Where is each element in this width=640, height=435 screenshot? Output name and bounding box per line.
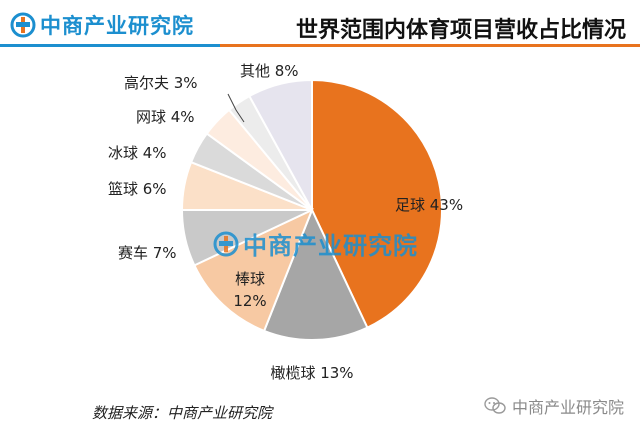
header-divider-blue xyxy=(0,44,220,47)
wechat-icon xyxy=(484,397,506,414)
header-divider-orange xyxy=(220,44,640,47)
watermark-logo-icon xyxy=(213,231,239,256)
slice-label-4: 赛车 7% xyxy=(118,244,177,262)
slice-label-9: 其他 8% xyxy=(240,62,299,80)
leader-line-golf xyxy=(227,93,245,123)
pie-chart: 足球 43% 橄榄球 13% 棒球 12% 赛车 7% 篮球 6% 冰球 4% 网球 4% 高尔… xyxy=(108,62,463,382)
pie-slice-3 xyxy=(193,208,314,333)
brand-logo: 中商产业研究院 xyxy=(10,10,194,40)
slice-label-5: 篮球 6% xyxy=(108,180,167,198)
slice-label-2: 橄榄球 13% xyxy=(270,364,353,382)
wechat-text: 中商产业研究院 xyxy=(511,398,624,417)
slice-label-7: 网球 4% xyxy=(136,108,195,126)
pie-slice-9 xyxy=(248,78,313,211)
wechat-account: 中商产业研究院 xyxy=(484,394,624,418)
logo-text: 中商产业研究院 xyxy=(40,14,194,38)
page-title: 世界范围内体育项目营收占比情况 xyxy=(295,18,626,43)
data-source: 数据来源：中商产业研究院 xyxy=(92,404,273,422)
slice-label-3: 棒球 12% xyxy=(233,270,266,310)
watermark: 中商产业研究院 xyxy=(213,226,418,261)
pie-slice-1 xyxy=(311,78,443,329)
pie-slice-2 xyxy=(262,207,369,341)
slice-label-1: 足球 43% xyxy=(395,196,463,214)
header: 中商产业研究院 世界范围内体育项目营收占比情况 xyxy=(0,0,640,52)
watermark-text: 中商产业研究院 xyxy=(243,232,418,260)
slice-label-6: 冰球 4% xyxy=(108,144,167,162)
slice-label-8: 高尔夫 3% xyxy=(124,74,198,92)
logo-icon xyxy=(10,12,36,38)
